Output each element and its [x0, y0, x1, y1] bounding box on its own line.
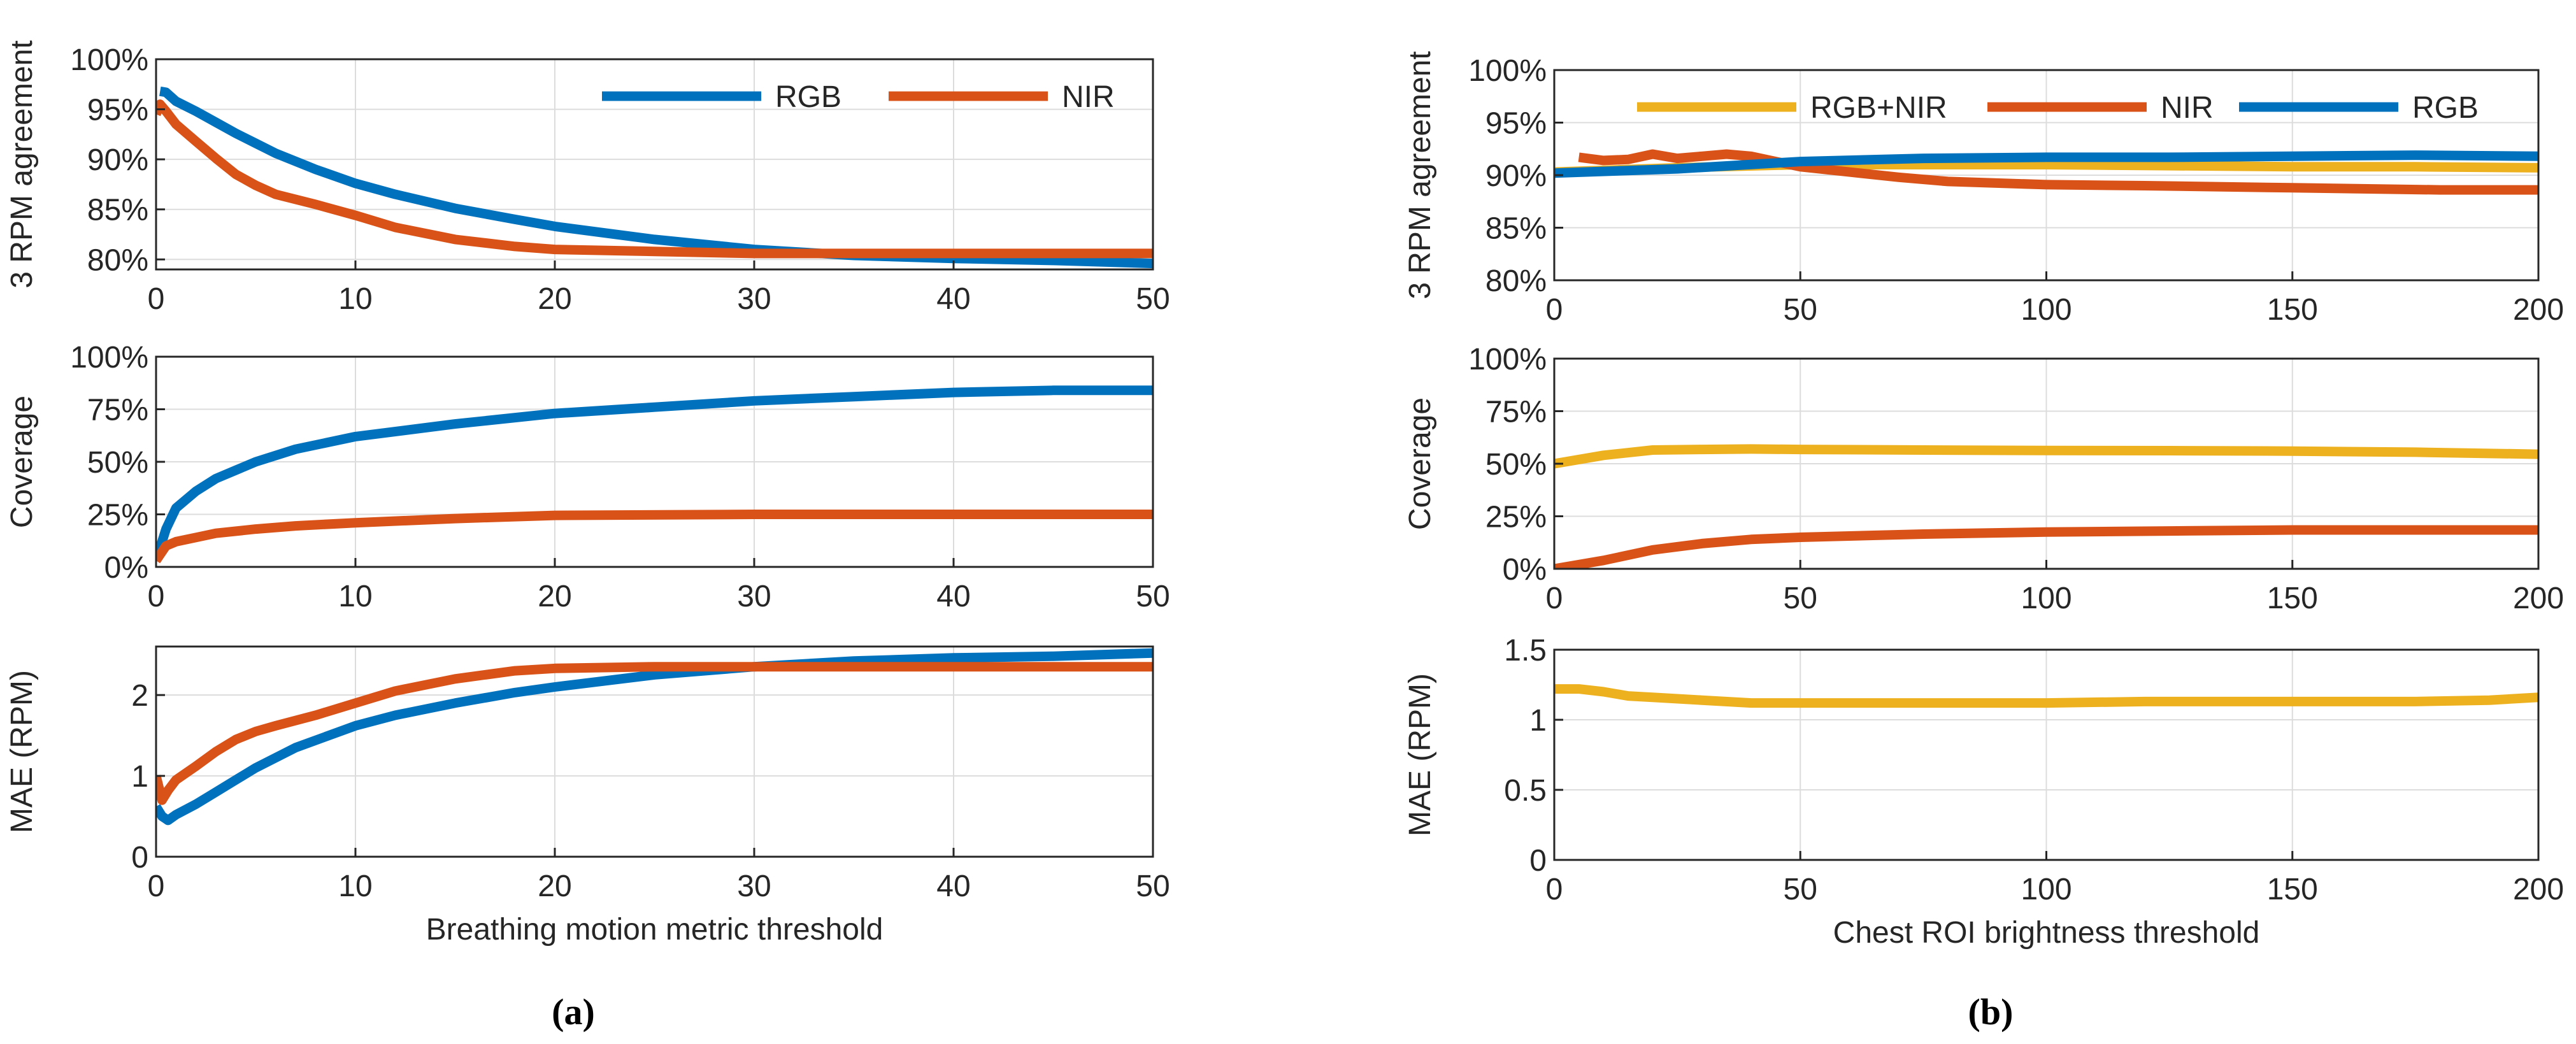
axes-frame — [155, 645, 1154, 858]
y-axis-label: 3 RPM agreement — [1403, 51, 1437, 299]
y-tick-label: 0 — [1529, 844, 1547, 878]
series-line-nir — [156, 510, 1153, 564]
y-tick-label: 75% — [1485, 396, 1547, 429]
x-tick-label: 200 — [2513, 293, 2564, 327]
x-tick-label: 40 — [936, 580, 970, 613]
series-line-rgb — [159, 86, 1153, 269]
axes-frame — [155, 58, 1154, 271]
x-axis-label: Chest ROI brightness threshold — [1833, 916, 2260, 950]
x-tick-label: 10 — [338, 869, 372, 903]
x-tick-label: 30 — [737, 580, 771, 613]
y-tick-label: 0.5 — [1504, 774, 1547, 808]
x-tick-label: 20 — [538, 580, 571, 613]
y-tick-label: 85% — [87, 194, 148, 227]
x-tick-label: 10 — [338, 580, 372, 613]
chart-a3: 0 10 20 30 40 50 0 1 2 MAE (RPM) Breathing motion … — [5, 645, 1170, 947]
x-tick-label: 40 — [936, 282, 970, 316]
x-tick-label: 20 — [538, 282, 571, 316]
y-tick-label: 0% — [1503, 553, 1547, 587]
x-tick-label: 50 — [1784, 582, 1817, 615]
series-line-nir — [1554, 525, 2538, 569]
y-tick-label: 85% — [1485, 212, 1547, 246]
y-tick-label: 100% — [1468, 343, 1547, 376]
series-line-rgb-nir — [1554, 444, 2538, 469]
y-tick-label: 95% — [1485, 107, 1547, 141]
series-line-rgb — [156, 385, 1153, 562]
y-tick-label: 1 — [1529, 704, 1547, 738]
x-tick-label: 0 — [1546, 293, 1563, 327]
x-axis-label: Breathing motion metric threshold — [426, 913, 884, 947]
series-line-nir — [156, 662, 1153, 805]
legend: RGB+NIR NIR RGB — [1637, 91, 2479, 125]
x-tick-label: 50 — [1136, 580, 1170, 613]
x-tick-label: 0 — [1546, 582, 1563, 615]
y-axis-label: MAE (RPM) — [1403, 673, 1437, 836]
y-tick-label: 25% — [1485, 501, 1547, 534]
chart-a2: 0 10 20 30 40 50 0% 25% 50% 75% 100% Coverage — [5, 341, 1170, 613]
y-tick-label: 0% — [104, 551, 148, 585]
x-tick-label: 50 — [1136, 869, 1170, 903]
x-tick-label: 40 — [936, 869, 970, 903]
series-line-rgb-nir — [1554, 684, 2538, 708]
y-tick-label: 90% — [1485, 159, 1547, 193]
y-axis-label: Coverage — [5, 396, 39, 528]
y-tick-label: 95% — [87, 94, 148, 127]
x-tick-label: 0 — [148, 580, 165, 613]
chart-b2: 0 50 100 150 200 0% 25% 50% 75% 100% Coverage — [1403, 343, 2564, 615]
y-tick-label: 80% — [1485, 264, 1547, 298]
x-tick-label: 10 — [338, 282, 372, 316]
y-axis-label: Coverage — [1403, 397, 1437, 530]
x-tick-label: 200 — [2513, 873, 2564, 906]
x-tick-label: 0 — [1546, 873, 1563, 906]
chart-b1: 0 50 100 150 200 80% 85% 90% 95% 100% 3 RPM agreem… — [1403, 51, 2564, 327]
x-tick-label: 150 — [2267, 873, 2318, 906]
y-axis-label: MAE (RPM) — [5, 670, 39, 833]
x-tick-label: 100 — [2021, 873, 2072, 906]
legend-label: RGB+NIR — [1810, 91, 1947, 125]
legend: RGB NIR — [602, 80, 1115, 114]
series-line-rgb — [156, 648, 1153, 826]
subfigure-label: (b) — [1968, 991, 2014, 1033]
x-tick-label: 50 — [1784, 293, 1817, 327]
y-tick-label: 75% — [87, 394, 148, 427]
x-tick-label: 30 — [737, 282, 771, 316]
y-tick-label: 100% — [70, 341, 148, 375]
x-tick-label: 50 — [1136, 282, 1170, 316]
y-tick-label: 25% — [87, 499, 148, 533]
x-tick-label: 30 — [737, 869, 771, 903]
x-tick-label: 0 — [148, 282, 165, 316]
y-tick-label: 80% — [87, 243, 148, 277]
x-tick-label: 100 — [2021, 582, 2072, 615]
series-line-nir — [156, 99, 1153, 259]
legend-label: NIR — [1062, 80, 1115, 114]
subfigure-label: (a) — [552, 991, 595, 1033]
series-line-rgb — [1554, 150, 2538, 178]
y-tick-label: 0 — [131, 841, 148, 875]
chart-a1: 0 10 20 30 40 50 80% 85% 90% 95% 100% 3 RPM agreeme… — [5, 40, 1170, 316]
y-axis-label: 3 RPM agreement — [5, 40, 39, 289]
x-tick-label: 150 — [2267, 293, 2318, 327]
x-tick-label: 100 — [2021, 293, 2072, 327]
x-tick-label: 50 — [1784, 873, 1817, 906]
y-tick-label: 100% — [1468, 54, 1547, 88]
y-tick-label: 1.5 — [1504, 634, 1547, 668]
y-tick-label: 100% — [70, 43, 148, 77]
y-tick-label: 90% — [87, 143, 148, 177]
x-tick-label: 0 — [148, 869, 165, 903]
y-tick-label: 2 — [131, 679, 148, 713]
legend-label: NIR — [2161, 91, 2214, 125]
x-tick-label: 150 — [2267, 582, 2318, 615]
chart-b3: 0 50 100 150 200 0 0.5 1 1.5 MAE (RPM) Chest ROI b… — [1403, 634, 2564, 950]
x-tick-label: 20 — [538, 869, 571, 903]
y-tick-label: 50% — [1485, 448, 1547, 482]
legend-label: RGB — [2412, 91, 2479, 125]
legend-label: RGB — [775, 80, 841, 114]
y-tick-label: 50% — [87, 446, 148, 480]
x-tick-label: 200 — [2513, 582, 2564, 615]
y-tick-label: 1 — [131, 760, 148, 794]
